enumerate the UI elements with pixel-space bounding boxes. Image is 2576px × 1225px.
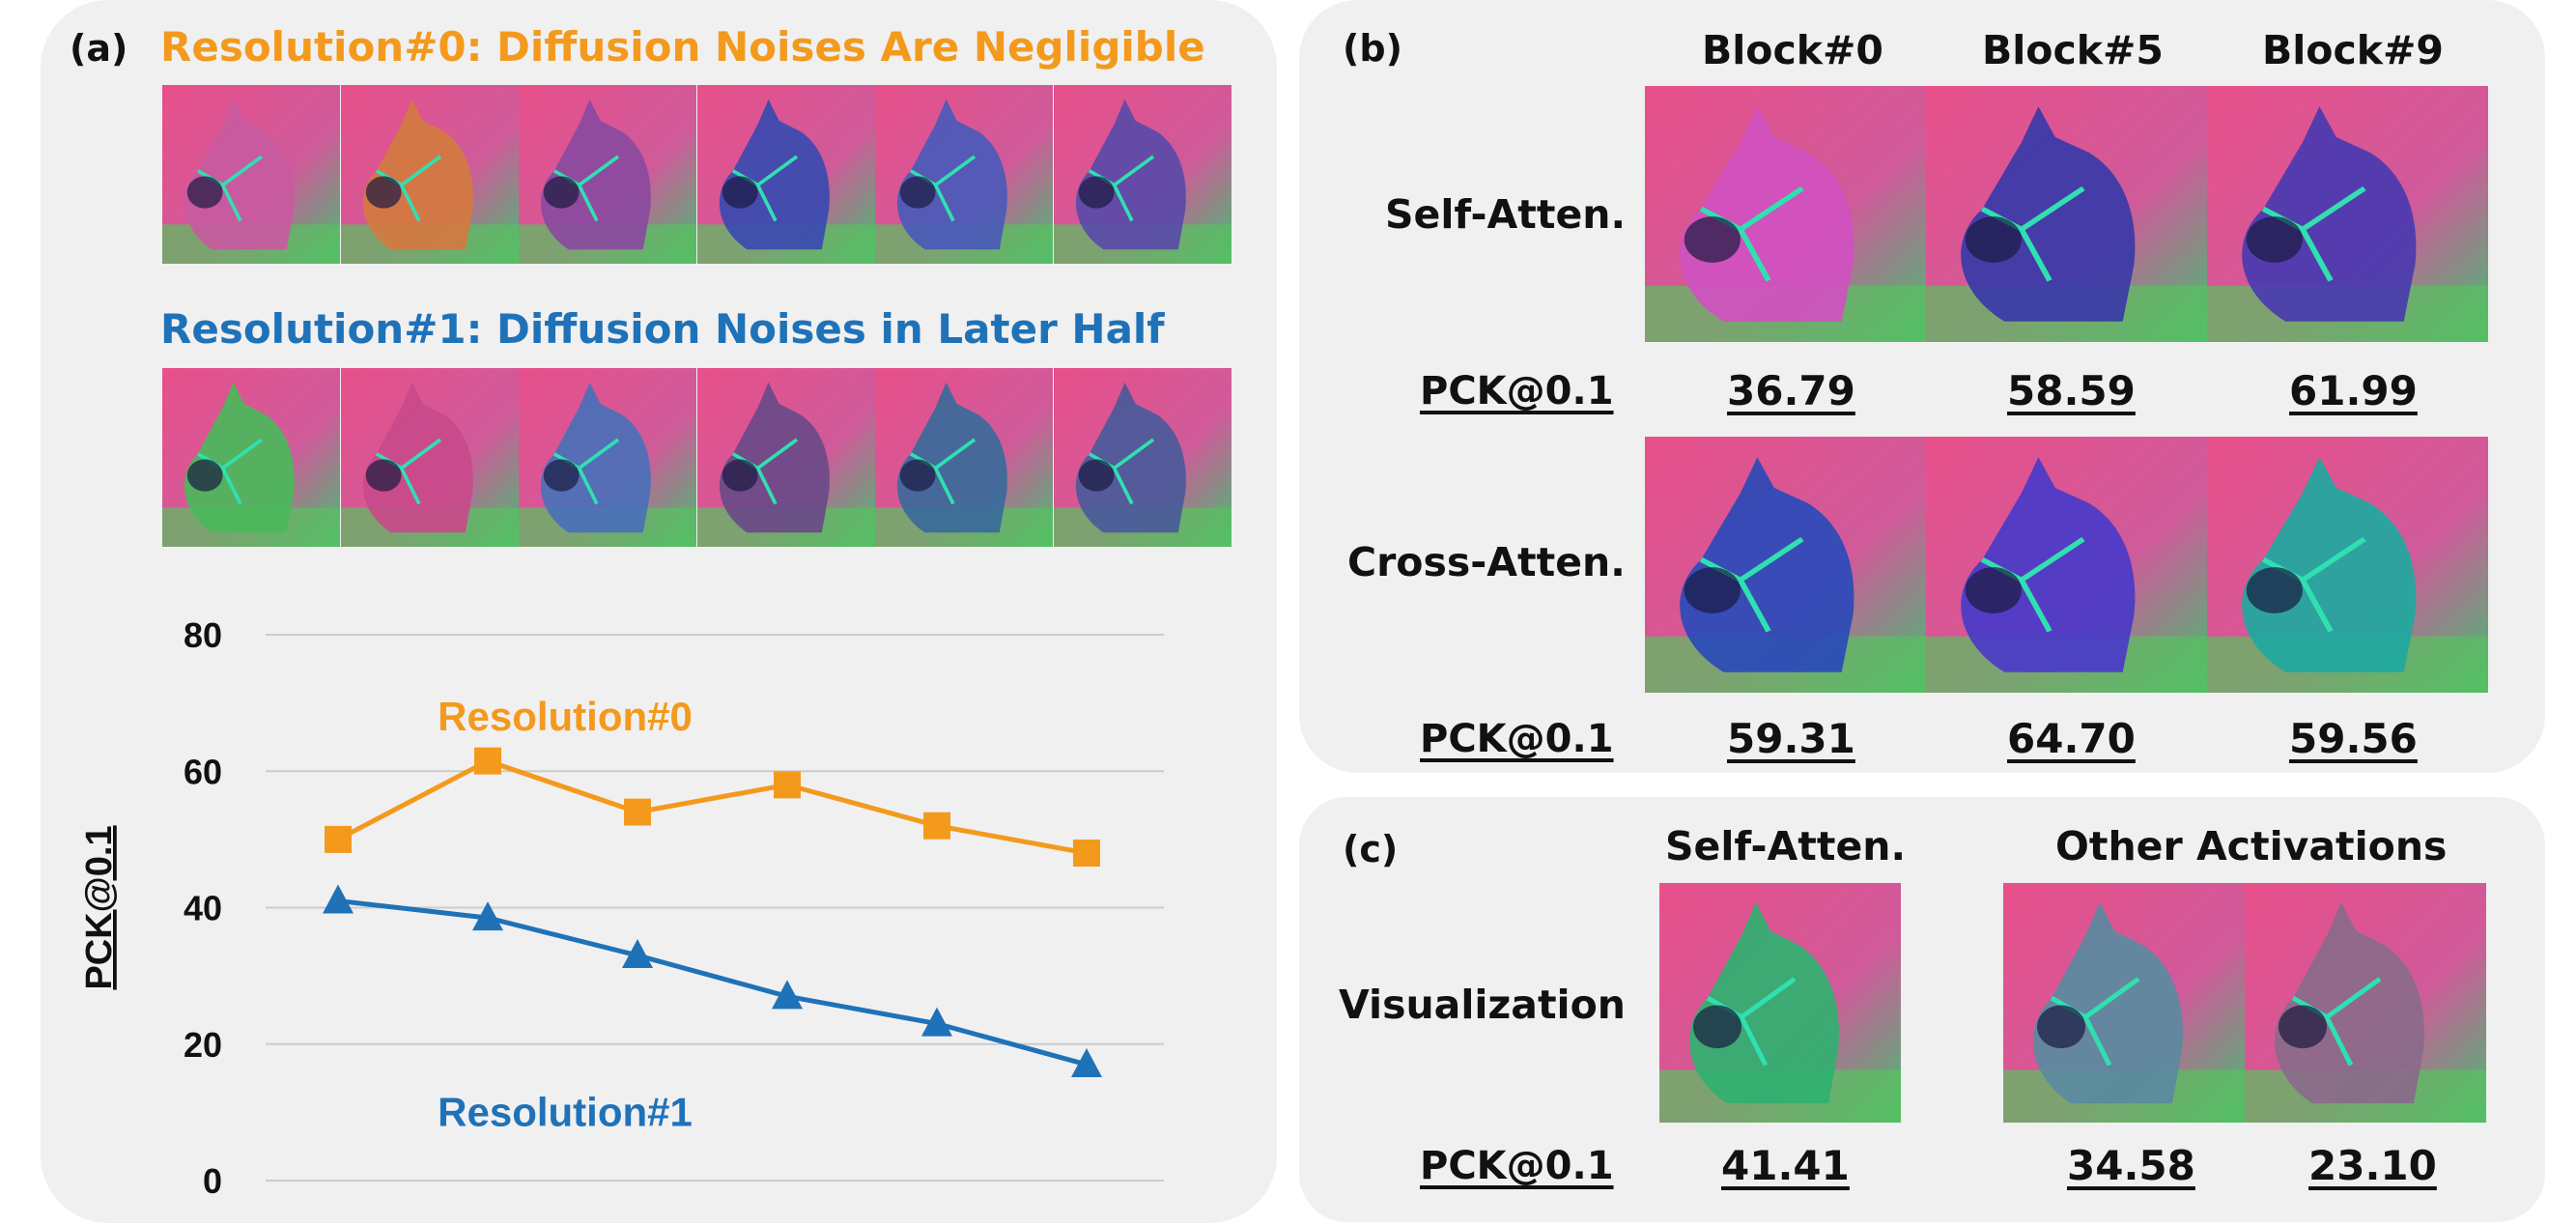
score-cross-block9: 59.56 [2289,715,2418,762]
data-point-resolution1 [472,901,503,931]
column-header-block5: Block#5 [1982,27,2164,73]
panel-a-letter: (a) [70,27,128,70]
score-self-block9: 61.99 [2289,367,2418,414]
res0-thumbnail [340,85,519,264]
series-line-resolution0 [336,757,1088,856]
row-label-cross-atten: Cross-Atten. [1347,539,1626,585]
res0-thumbnail [696,85,875,264]
visualization-label: Visualization [1339,982,1626,1028]
feature-map-thumbnail [2207,437,2488,693]
data-point-resolution1 [1071,1047,1102,1077]
data-point-resolution1 [921,1007,952,1037]
other-activations-header: Other Activations [2055,823,2448,869]
feature-map-thumbnail [1926,437,2207,693]
data-point-resolution1 [323,884,354,914]
score-self-block0: 36.79 [1727,367,1855,414]
y-axis-label: PCK@0.1 [79,825,120,989]
series-line-resolution1 [337,897,1088,1068]
res1-thumbnail [162,368,340,547]
score-cross-block0: 59.31 [1727,715,1855,762]
y-tick-label: 40 [184,889,222,928]
feature-map-thumbnail [1645,437,1926,693]
y-tick-label: 20 [184,1025,222,1065]
feature-map-thumbnail [1645,86,1926,342]
data-point-resolution1 [772,980,803,1010]
pck-label-c: PCK@0.1 [1420,1144,1614,1188]
res0-thumbnail [162,85,340,264]
row-label-self-atten: Self-Atten. [1385,191,1627,238]
y-tick-label: 80 [184,615,222,655]
column-header-block0: Block#0 [1702,27,1883,73]
data-point-resolution0 [1073,840,1100,867]
data-point-resolution0 [923,812,950,840]
data-point-resolution0 [325,825,352,853]
res0-thumbnail [1053,85,1231,264]
self-atten-visualization [1659,883,1901,1123]
score-self-atten-c: 41.41 [1721,1142,1850,1189]
res0-thumbnail [519,85,696,264]
pck-label-self: PCK@0.1 [1420,369,1614,413]
res1-thumbnail [519,368,696,547]
self-atten-header: Self-Atten. [1665,823,1907,869]
y-tick-label: 0 [203,1161,222,1201]
score-other-1: 34.58 [2067,1142,2195,1189]
res0-title: Resolution#0: Diffusion Noises Are Negli… [160,23,1205,71]
feature-map-thumbnail [1926,86,2207,342]
data-point-resolution0 [474,747,501,775]
score-other-2: 23.10 [2308,1142,2437,1189]
data-point-resolution0 [624,798,651,826]
score-self-block5: 58.59 [2007,367,2136,414]
column-header-block9: Block#9 [2262,27,2444,73]
res0-thumbnail [875,85,1053,264]
data-point-resolution1 [622,938,653,968]
res1-thumbnail [875,368,1053,547]
pck-line-chart: 0 20 40 60 80 PCK@0.1 Resolution#0 Resolution#1 [58,589,1198,1208]
series-label-resolution1: Resolution#1 [438,1090,693,1135]
res1-thumbnail [340,368,519,547]
data-point-resolution0 [774,771,801,799]
res1-thumbnail [1053,368,1231,547]
panel-c-letter: (c) [1343,828,1399,870]
res1-title: Resolution#1: Diffusion Noises in Later … [160,305,1165,353]
y-tick-label: 60 [184,752,222,791]
score-cross-block5: 64.70 [2007,715,2136,762]
chart-svg: 0 20 40 60 80 PCK@0.1 Resolution#0 Resolution#1 [79,615,1164,1201]
pck-label-cross: PCK@0.1 [1420,717,1614,761]
other-activation-visualization [2245,883,2486,1123]
feature-map-thumbnail [2207,86,2488,342]
res1-thumbnail [696,368,875,547]
panel-b-letter: (b) [1343,27,1402,70]
other-activation-visualization [2003,883,2245,1123]
series-label-resolution0: Resolution#0 [438,694,693,739]
